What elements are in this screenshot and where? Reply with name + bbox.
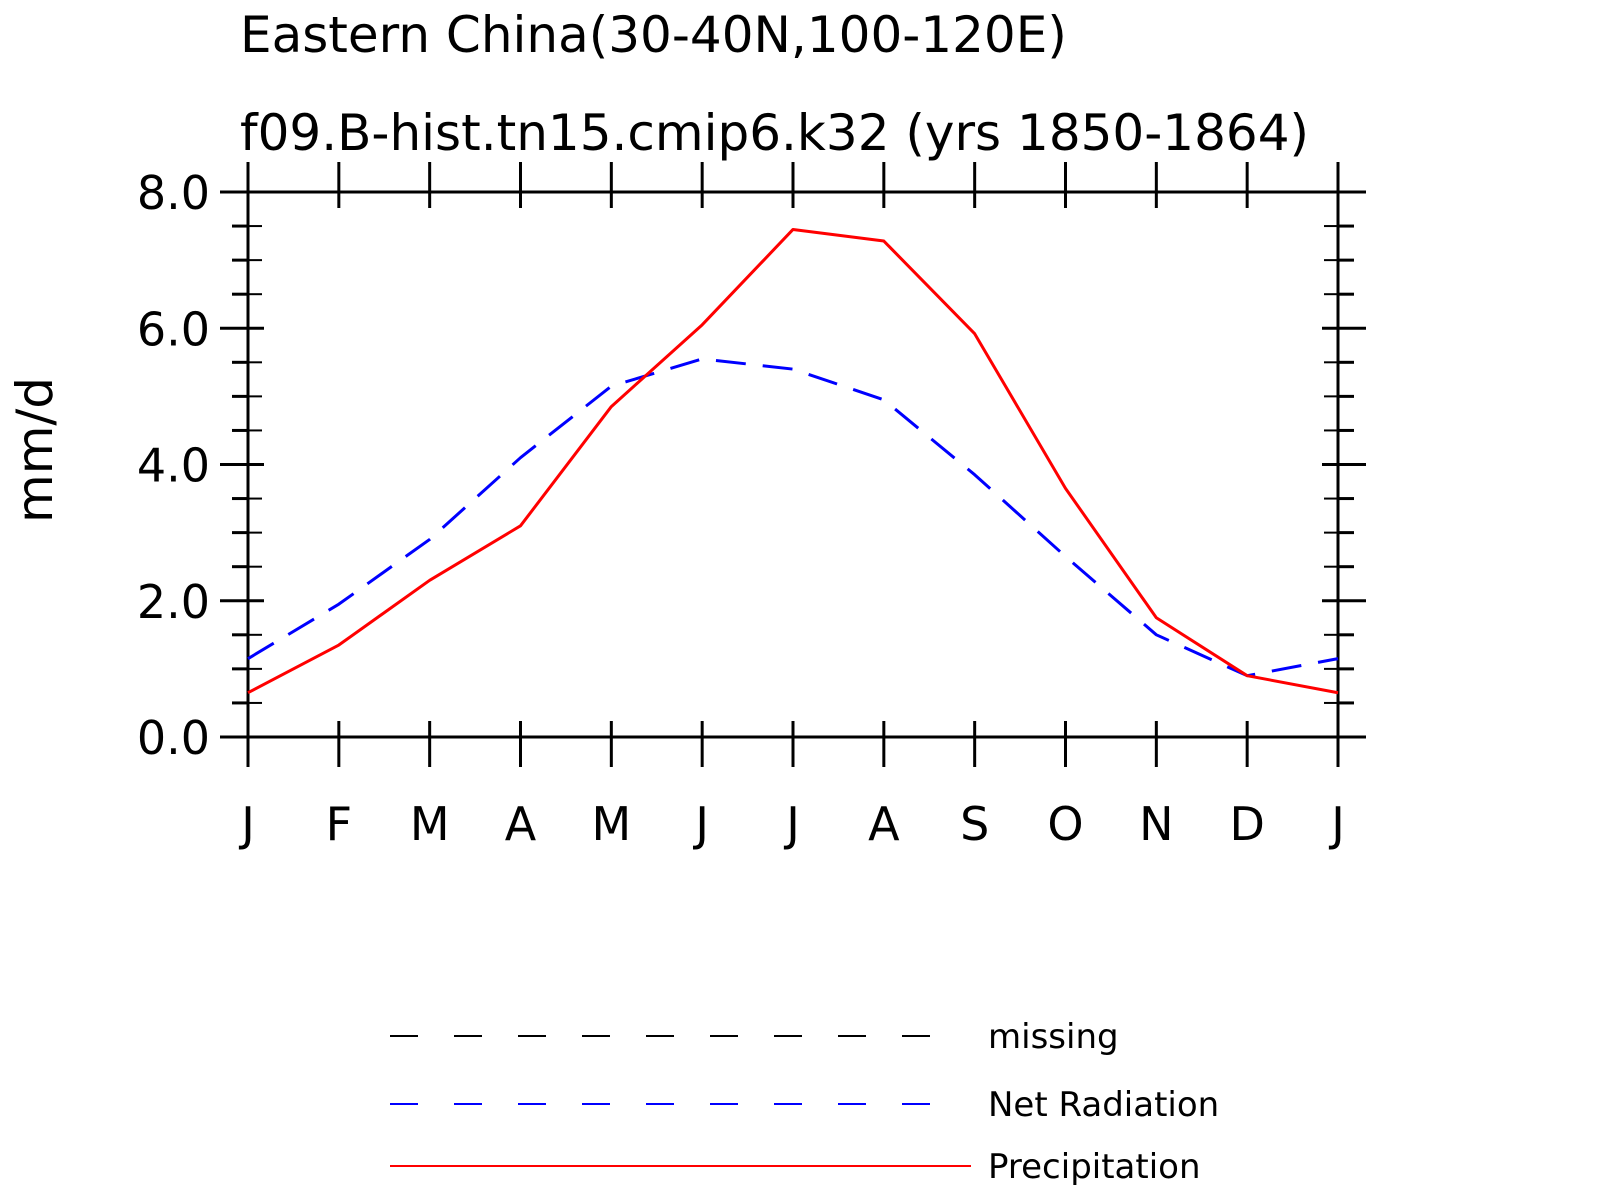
x-tick-label: J xyxy=(692,797,709,851)
chart-title: Eastern China(30-40N,100-120E) xyxy=(240,6,1067,64)
series-layer xyxy=(247,227,1339,695)
plot-border xyxy=(246,190,1340,739)
x-tick-label: M xyxy=(410,797,450,851)
x-tick-label: D xyxy=(1229,797,1264,851)
legend-label: Precipitation xyxy=(988,1147,1201,1186)
x-tick-label: J xyxy=(783,797,800,851)
x-tick-label: N xyxy=(1139,797,1173,851)
legend-label: missing xyxy=(988,1017,1119,1057)
series-line-precipitation xyxy=(247,227,1339,695)
x-tick-label: O xyxy=(1047,797,1083,851)
x-tick-label: M xyxy=(591,797,631,851)
x-tick-label: A xyxy=(868,797,900,851)
series-line-net-radiation xyxy=(247,357,1339,678)
x-tick-label: S xyxy=(960,797,989,851)
x-tick-label: J xyxy=(1328,797,1345,851)
y-tick-label: 6.0 xyxy=(137,302,210,356)
y-tick-label: 8.0 xyxy=(137,166,210,220)
x-tick-label: F xyxy=(326,797,352,851)
plot-frame xyxy=(246,190,1340,739)
y-tick-label: 4.0 xyxy=(137,439,210,493)
x-tick-label: A xyxy=(505,797,537,851)
y-axis-ticks: 0.0 2.0 4.0 6.0 8.0 xyxy=(137,166,1366,765)
y-axis-label: mm/d xyxy=(6,377,64,523)
x-tick-label: J xyxy=(238,797,255,851)
y-tick-label: 0.0 xyxy=(137,711,210,765)
y-tick-label: 2.0 xyxy=(137,575,210,629)
legend-label: Net Radiation xyxy=(988,1085,1219,1125)
legend: missing Net Radiation Precipitation xyxy=(390,1017,1219,1187)
chart-subtitle: f09.B-hist.tn15.cmip6.k32 (yrs 1850-1864… xyxy=(240,104,1309,162)
